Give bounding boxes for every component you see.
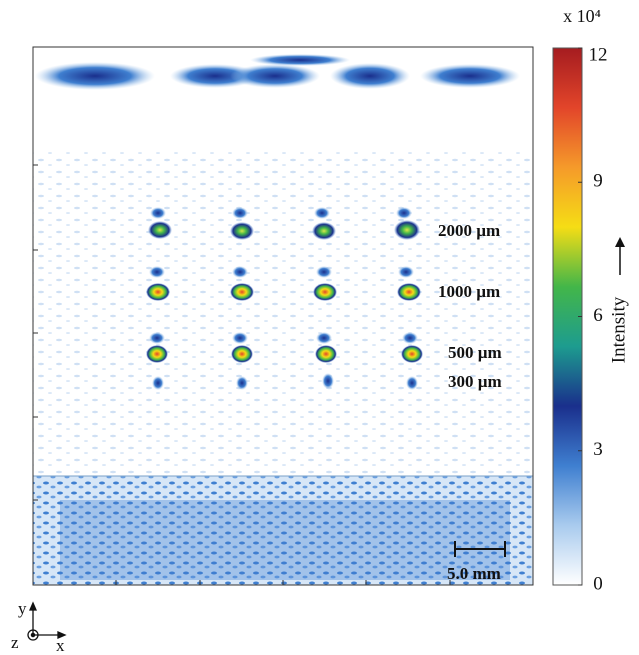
colorbar-tick-label: 3 bbox=[593, 439, 603, 460]
colorbar-tick-label: 0 bbox=[593, 573, 603, 594]
annotation: 2000 µm bbox=[438, 221, 500, 240]
intensity-arrow bbox=[615, 237, 625, 275]
annotation: 500 µm bbox=[448, 343, 502, 362]
colorbar-tick-label: 12 bbox=[589, 44, 608, 65]
colorbar-tick-label: 6 bbox=[593, 305, 603, 326]
axis-x-label: x bbox=[56, 636, 65, 655]
colorbar bbox=[552, 47, 583, 586]
scale-bar bbox=[454, 541, 506, 557]
axes-glyph bbox=[27, 601, 67, 641]
colorbar-multiplier: x 10⁴ bbox=[563, 6, 601, 26]
axis-z-label: z bbox=[11, 633, 19, 652]
axis-y-label: y bbox=[18, 599, 27, 618]
annotation: 1000 µm bbox=[438, 282, 500, 301]
heatmap-image bbox=[32, 46, 534, 586]
colorbar-label: Intensity bbox=[608, 296, 629, 363]
annotation: 300 µm bbox=[448, 372, 502, 391]
colorbar-tick-label: 9 bbox=[593, 171, 603, 192]
scale-bar-label: 5.0 mm bbox=[447, 564, 501, 583]
